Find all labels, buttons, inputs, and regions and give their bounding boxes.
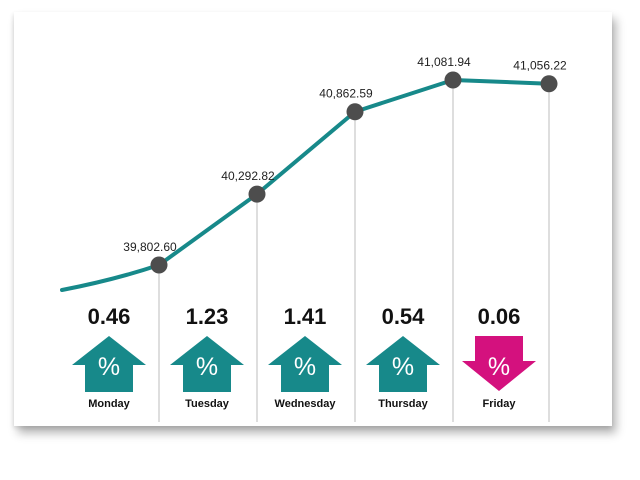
day-label: Thursday bbox=[378, 398, 428, 410]
percent-change-value: 0.54 bbox=[382, 304, 426, 329]
percent-sign: % bbox=[294, 353, 316, 381]
value-labels: 39,802.60 40,292.82 40,862.59 41,081.94 41,0… bbox=[123, 55, 567, 254]
percent-sign: % bbox=[98, 353, 120, 381]
day-label: Friday bbox=[482, 398, 516, 410]
arrow-up-icon bbox=[170, 336, 244, 392]
value-label: 41,056.22 bbox=[513, 59, 567, 73]
value-label: 40,862.59 bbox=[319, 87, 373, 101]
arrow-down-icon bbox=[462, 336, 536, 391]
percent-change-value: 0.06 bbox=[478, 304, 521, 329]
arrow-up-icon bbox=[366, 336, 440, 392]
day-label: Monday bbox=[88, 398, 130, 410]
series-line-group bbox=[60, 78, 551, 292]
data-point bbox=[346, 103, 364, 121]
value-label: 41,081.94 bbox=[417, 55, 471, 69]
percent-change-value: 0.46 bbox=[88, 304, 131, 329]
percent-sign: % bbox=[392, 353, 414, 381]
percent-sign: % bbox=[196, 353, 218, 381]
arrow-up-icon bbox=[72, 336, 146, 392]
day-panels: 0.46% Monday 1.23% Tuesday 1.41% Wednesday 0.5… bbox=[72, 304, 536, 410]
series-line bbox=[60, 78, 551, 292]
percent-change-value: 1.41 bbox=[284, 304, 327, 329]
arrow-up-icon bbox=[268, 336, 342, 392]
day-label: Tuesday bbox=[185, 398, 230, 410]
value-label: 39,802.60 bbox=[123, 240, 177, 254]
chart-card: 39,802.60 40,292.82 40,862.59 41,081.94 41,0… bbox=[14, 12, 612, 426]
data-point bbox=[150, 256, 168, 274]
data-points bbox=[150, 71, 558, 274]
line-chart: 39,802.60 40,292.82 40,862.59 41,081.94 41,0… bbox=[60, 55, 567, 422]
data-point bbox=[540, 75, 558, 93]
data-point bbox=[444, 71, 462, 89]
data-point bbox=[248, 185, 266, 203]
day-label: Wednesday bbox=[275, 398, 337, 410]
value-label: 40,292.82 bbox=[221, 169, 275, 183]
percent-change-value: 1.23 bbox=[186, 304, 229, 329]
percent-sign: % bbox=[488, 353, 510, 381]
day-dividers bbox=[158, 80, 550, 422]
